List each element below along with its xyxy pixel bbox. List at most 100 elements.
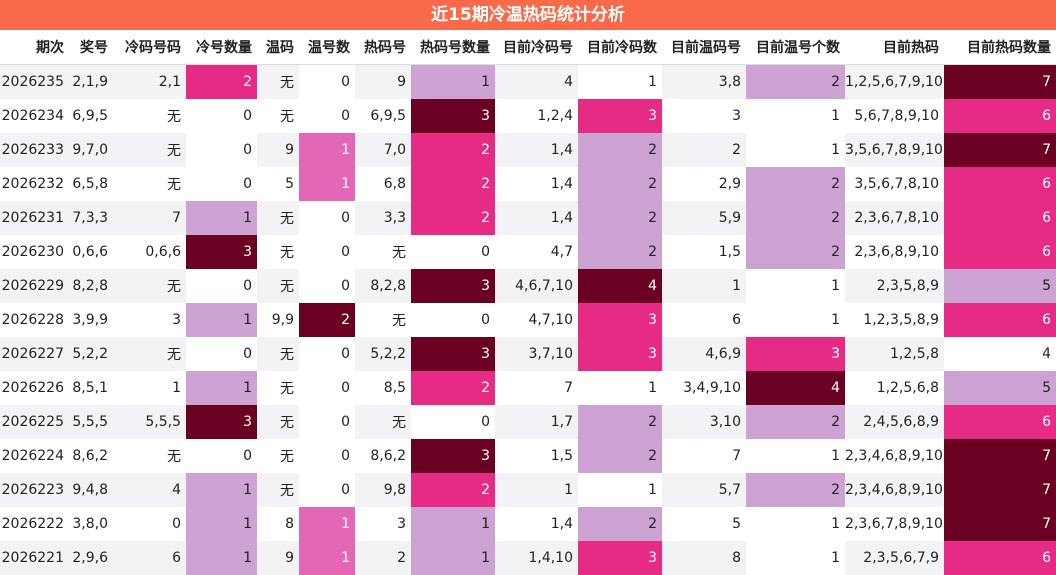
cell-cold-count: 3 (186, 235, 257, 269)
col-header-warm-numbers: 温码 (257, 30, 299, 65)
cell-warm-count: 0 (299, 473, 355, 507)
cell-period: 2026235 (0, 65, 69, 100)
cell-warm-count: 0 (299, 99, 355, 133)
cell-draw: 6,9,5 (69, 99, 113, 133)
cell-cold-count: 0 (186, 269, 257, 303)
cell-current-warm-count: 2 (746, 235, 845, 269)
cell-draw: 8,2,8 (69, 269, 113, 303)
cell-warm-count: 2 (299, 303, 355, 337)
cell-hot-count: 3 (411, 337, 495, 371)
col-header-hot-numbers: 热码号 (355, 30, 411, 65)
cell-current-warm-numbers: 1,5 (662, 235, 746, 269)
cell-hot-numbers: 8,2,8 (355, 269, 411, 303)
cell-hot-count: 0 (411, 303, 495, 337)
cell-warm-count: 0 (299, 65, 355, 100)
cell-current-hot-count: 7 (944, 473, 1056, 507)
cell-current-hot-numbers: 1,2,5,8 (845, 337, 944, 371)
cell-current-cold-count: 1 (578, 371, 662, 405)
cell-current-hot-count: 7 (944, 65, 1056, 100)
cell-hot-numbers: 无 (355, 235, 411, 269)
cell-hot-numbers: 3 (355, 507, 411, 541)
cell-current-warm-numbers: 5,7 (662, 473, 746, 507)
cell-current-hot-numbers: 1,2,3,5,8,9 (845, 303, 944, 337)
cell-warm-count: 0 (299, 235, 355, 269)
cell-current-hot-count: 5 (944, 269, 1056, 303)
cell-period: 2026231 (0, 201, 69, 235)
cell-current-warm-count: 1 (746, 269, 845, 303)
cell-cold-numbers: 1 (113, 371, 186, 405)
cell-cold-numbers: 无 (113, 167, 186, 201)
cell-draw: 5,2,2 (69, 337, 113, 371)
cell-current-hot-numbers: 2,3,4,6,8,9,10 (845, 439, 944, 473)
cell-cold-numbers: 4 (113, 473, 186, 507)
cell-warm-numbers: 无 (257, 439, 299, 473)
cell-current-hot-numbers: 2,3,4,6,8,9,10 (845, 473, 944, 507)
cell-draw: 2,9,6 (69, 541, 113, 575)
cell-current-warm-numbers: 5 (662, 507, 746, 541)
cell-current-hot-numbers: 1,2,5,6,7,9,10 (845, 65, 944, 100)
cell-current-warm-numbers: 6 (662, 303, 746, 337)
cell-cold-count: 2 (186, 65, 257, 100)
cell-cold-numbers: 无 (113, 133, 186, 167)
cell-current-cold-numbers: 1,4 (495, 167, 578, 201)
cell-hot-numbers: 9 (355, 65, 411, 100)
cell-current-cold-numbers: 1,4,10 (495, 541, 578, 575)
col-header-current-cold-count: 目前冷码数 (578, 30, 662, 65)
cell-current-hot-count: 7 (944, 507, 1056, 541)
cell-warm-numbers: 5 (257, 167, 299, 201)
cell-current-hot-count: 7 (944, 133, 1056, 167)
cell-current-warm-numbers: 2,9 (662, 167, 746, 201)
cell-hot-numbers: 7,0 (355, 133, 411, 167)
cell-period: 2026228 (0, 303, 69, 337)
cell-hot-count: 2 (411, 473, 495, 507)
cell-draw: 3,9,9 (69, 303, 113, 337)
cell-warm-numbers: 8 (257, 507, 299, 541)
cell-warm-numbers: 无 (257, 235, 299, 269)
cell-warm-numbers: 无 (257, 405, 299, 439)
cell-draw: 9,4,8 (69, 473, 113, 507)
cell-current-hot-count: 5 (944, 371, 1056, 405)
cell-current-warm-count: 1 (746, 439, 845, 473)
cell-hot-numbers: 2 (355, 541, 411, 575)
cell-period: 2026229 (0, 269, 69, 303)
cell-period: 2026222 (0, 507, 69, 541)
page-title: 近15期冷温热码统计分析 (0, 0, 1056, 30)
cell-warm-count: 1 (299, 133, 355, 167)
cell-current-warm-count: 1 (746, 133, 845, 167)
cell-current-cold-count: 2 (578, 235, 662, 269)
cell-current-hot-count: 6 (944, 99, 1056, 133)
cell-current-cold-numbers: 3,7,10 (495, 337, 578, 371)
cell-cold-count: 1 (186, 303, 257, 337)
cell-current-warm-numbers: 8 (662, 541, 746, 575)
cell-current-hot-numbers: 2,3,6,8,9,10 (845, 235, 944, 269)
cell-cold-count: 1 (186, 541, 257, 575)
cell-warm-numbers: 无 (257, 337, 299, 371)
cell-cold-numbers: 无 (113, 269, 186, 303)
cell-current-warm-count: 2 (746, 65, 845, 100)
cell-cold-numbers: 7 (113, 201, 186, 235)
cell-current-warm-count: 2 (746, 473, 845, 507)
cell-current-hot-count: 6 (944, 541, 1056, 575)
cell-hot-count: 1 (411, 65, 495, 100)
cell-cold-count: 0 (186, 439, 257, 473)
cell-current-warm-count: 3 (746, 337, 845, 371)
cell-period: 2026233 (0, 133, 69, 167)
cell-current-warm-count: 2 (746, 201, 845, 235)
cell-current-warm-numbers: 4,6,9 (662, 337, 746, 371)
cell-cold-numbers: 5,5,5 (113, 405, 186, 439)
cell-current-warm-count: 2 (746, 167, 845, 201)
cell-warm-count: 1 (299, 507, 355, 541)
cell-current-hot-count: 6 (944, 201, 1056, 235)
cell-current-cold-numbers: 1 (495, 473, 578, 507)
cell-current-cold-count: 2 (578, 201, 662, 235)
cell-current-hot-count: 6 (944, 167, 1056, 201)
cell-warm-count: 0 (299, 269, 355, 303)
